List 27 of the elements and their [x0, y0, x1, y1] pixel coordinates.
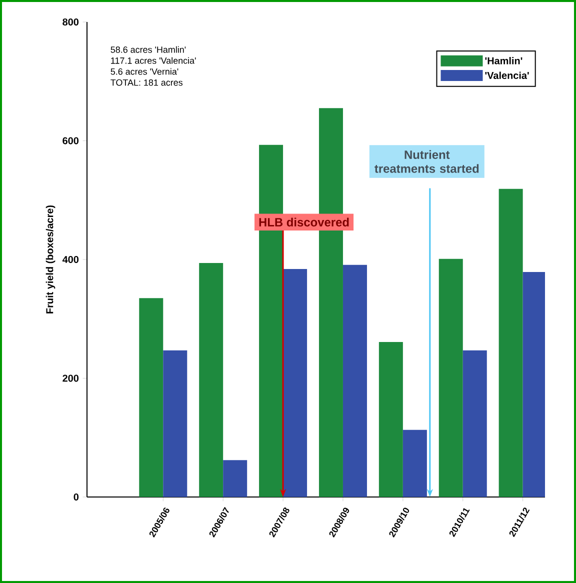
bar	[378, 342, 403, 497]
annotation: 58.6 acres 'Hamlin'	[110, 46, 186, 53]
bar	[163, 350, 188, 497]
bar	[139, 298, 164, 497]
bar	[283, 268, 308, 497]
bar	[199, 263, 224, 497]
legend-label: 'Hamlin'	[485, 56, 522, 64]
bar	[342, 264, 367, 497]
y-tick-label: 800	[62, 18, 79, 26]
y-tick-label: 400	[62, 256, 79, 264]
y-tick-label: 600	[62, 137, 79, 144]
bar	[522, 272, 546, 497]
y-axis-title: Fruit yield (boxes/acre)	[46, 205, 56, 314]
bar	[223, 460, 248, 497]
annotation: 5.6 acres 'Vernia'	[110, 68, 178, 75]
bar	[462, 350, 487, 497]
annotation: HLB discovered	[259, 218, 349, 226]
y-tick-label: 200	[62, 374, 79, 382]
annotation: Nutrient treatments started	[374, 150, 479, 173]
y-tick-label: 0	[74, 493, 79, 501]
legend-label: 'Valencia'	[485, 72, 529, 80]
bar	[438, 258, 463, 497]
annotation: TOTAL: 181 acres	[110, 79, 182, 86]
annotation: 117.1 acres 'Valencia'	[111, 57, 196, 64]
bar	[402, 430, 427, 497]
bar	[498, 188, 523, 497]
bar	[259, 144, 284, 497]
